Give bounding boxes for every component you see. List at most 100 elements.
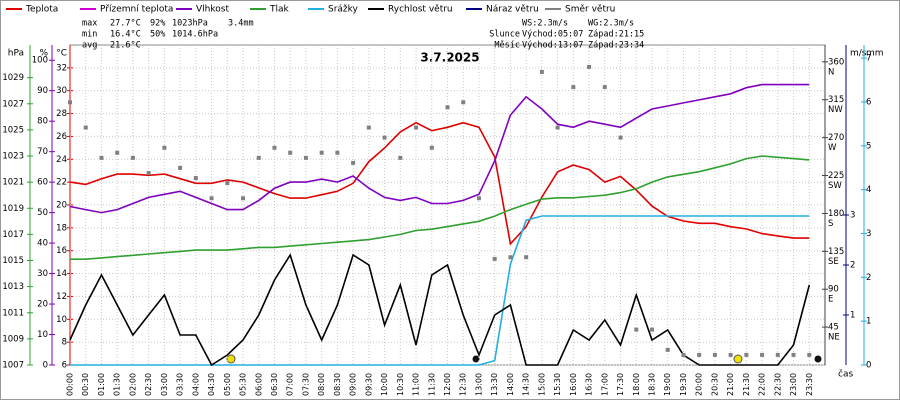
x-tick-label: 07:00 bbox=[286, 373, 295, 396]
x-tick-label: 02:30 bbox=[144, 373, 153, 396]
direction-point bbox=[241, 196, 246, 201]
y-tick-label: 90 bbox=[828, 285, 839, 295]
direction-point bbox=[382, 135, 387, 140]
y-tick-label: 135 bbox=[828, 247, 844, 257]
direction-point bbox=[712, 352, 717, 357]
direction-point bbox=[461, 100, 466, 105]
y-tick-label: 180 bbox=[828, 209, 844, 219]
y-tick-label: 1027 bbox=[2, 99, 24, 109]
x-tick-label: 04:30 bbox=[207, 373, 216, 396]
direction-point bbox=[225, 181, 230, 186]
series-line bbox=[70, 155, 810, 260]
info-text: Východ:13:07 bbox=[522, 41, 583, 51]
sunrise-marker bbox=[226, 354, 236, 364]
y-tick-label: 6 bbox=[62, 361, 67, 371]
y-tick-label: 1 bbox=[850, 311, 855, 321]
stat-value: 50% bbox=[150, 30, 165, 40]
y-tick-label: 10 bbox=[56, 315, 67, 325]
info-text: Východ:05:07 bbox=[522, 30, 583, 40]
y-tick-label: 32 bbox=[56, 63, 67, 73]
y-tick-label: 4 bbox=[866, 185, 871, 195]
y-tick-label: 1023 bbox=[2, 152, 24, 162]
series-line bbox=[70, 215, 810, 366]
series-line bbox=[69, 121, 810, 246]
stat-value: 3.4mm bbox=[228, 19, 254, 29]
x-tick-label: 12:00 bbox=[443, 373, 452, 396]
x-tick-label: 10:30 bbox=[396, 373, 405, 396]
legend-label: Náraz větru bbox=[486, 5, 539, 15]
y-tick-label: 20 bbox=[37, 300, 48, 310]
direction-point bbox=[68, 100, 72, 105]
legend-label: Teplota bbox=[25, 5, 58, 15]
y-tick-label: 1009 bbox=[2, 334, 24, 344]
y-tick-label: 1 bbox=[866, 317, 871, 327]
x-tick-label: 14:00 bbox=[506, 373, 515, 396]
x-tick-label: 11:30 bbox=[427, 373, 436, 396]
x-tick-label: 01:00 bbox=[97, 373, 106, 396]
x-tick-label: 13:30 bbox=[490, 373, 499, 396]
direction-point bbox=[272, 145, 277, 150]
y-tick-label: 70 bbox=[37, 147, 48, 157]
compass-label: W bbox=[828, 143, 837, 153]
x-tick-label: 18:30 bbox=[647, 373, 656, 396]
x-tick-label: 10:00 bbox=[380, 373, 389, 396]
y-tick-label: 30 bbox=[56, 86, 67, 96]
direction-point bbox=[618, 135, 623, 140]
x-tick-label: 02:00 bbox=[128, 373, 137, 396]
direction-point bbox=[728, 352, 733, 357]
series-line bbox=[69, 83, 810, 214]
direction-point bbox=[697, 352, 702, 357]
x-tick-label: 09:00 bbox=[349, 373, 358, 396]
stat-label: avg bbox=[82, 41, 97, 51]
y-tick-label: 225 bbox=[828, 171, 844, 181]
x-tick-label: 16:30 bbox=[585, 373, 594, 396]
chart-title: 3.7.2025 bbox=[420, 51, 479, 65]
x-tick-label: 00:30 bbox=[81, 373, 90, 396]
y-tick-label: 1013 bbox=[2, 282, 24, 292]
stat-value: 27.7°C bbox=[110, 19, 141, 29]
y-tick-label: 1007 bbox=[2, 361, 24, 371]
y-tick-label: 1029 bbox=[2, 73, 24, 83]
y-tick-label: 100 bbox=[32, 56, 48, 66]
legend-label: Tlak bbox=[269, 5, 290, 15]
direction-point bbox=[366, 125, 371, 130]
compass-label: SW bbox=[828, 181, 842, 191]
y-tick-label: 270 bbox=[828, 133, 844, 143]
moonset-marker bbox=[814, 355, 822, 363]
direction-point bbox=[524, 255, 529, 260]
x-tick-label: 16:00 bbox=[569, 373, 578, 396]
x-tick-label: 08:00 bbox=[317, 373, 326, 396]
x-tick-label: 00:00 bbox=[66, 373, 75, 396]
x-tick-label: 19:00 bbox=[663, 373, 672, 396]
stat-label: min bbox=[82, 30, 97, 40]
y-tick-label: 90 bbox=[37, 86, 48, 96]
direction-point bbox=[319, 150, 324, 155]
x-axis-title: čas bbox=[838, 369, 853, 380]
direction-point bbox=[303, 155, 308, 160]
y-tick-label: 26 bbox=[56, 132, 67, 142]
axis-title: mm bbox=[866, 49, 884, 59]
y-tick-label: 16 bbox=[56, 246, 67, 256]
x-tick-label: 20:30 bbox=[710, 373, 719, 396]
x-tick-label: 19:30 bbox=[679, 373, 688, 396]
y-tick-label: 80 bbox=[37, 117, 48, 127]
compass-label: SE bbox=[828, 257, 839, 267]
x-tick-label: 23:00 bbox=[789, 373, 798, 396]
y-tick-label: 10 bbox=[37, 330, 48, 340]
direction-point bbox=[193, 176, 198, 181]
x-tick-label: 21:00 bbox=[726, 373, 735, 396]
x-tick-label: 05:00 bbox=[223, 373, 232, 396]
stat-value: 1014.6hPa bbox=[172, 30, 218, 40]
axis-title: °C bbox=[56, 49, 67, 59]
y-tick-label: 50 bbox=[37, 208, 48, 218]
direction-point bbox=[162, 145, 167, 150]
direction-point bbox=[445, 105, 450, 110]
direction-point bbox=[178, 165, 183, 170]
x-tick-label: 18:00 bbox=[632, 373, 641, 396]
x-tick-label: 08:30 bbox=[333, 373, 342, 396]
direction-point bbox=[476, 196, 481, 201]
axis-title: % bbox=[39, 49, 48, 59]
stat-label: max bbox=[82, 19, 97, 29]
y-tick-label: 18 bbox=[56, 223, 67, 233]
